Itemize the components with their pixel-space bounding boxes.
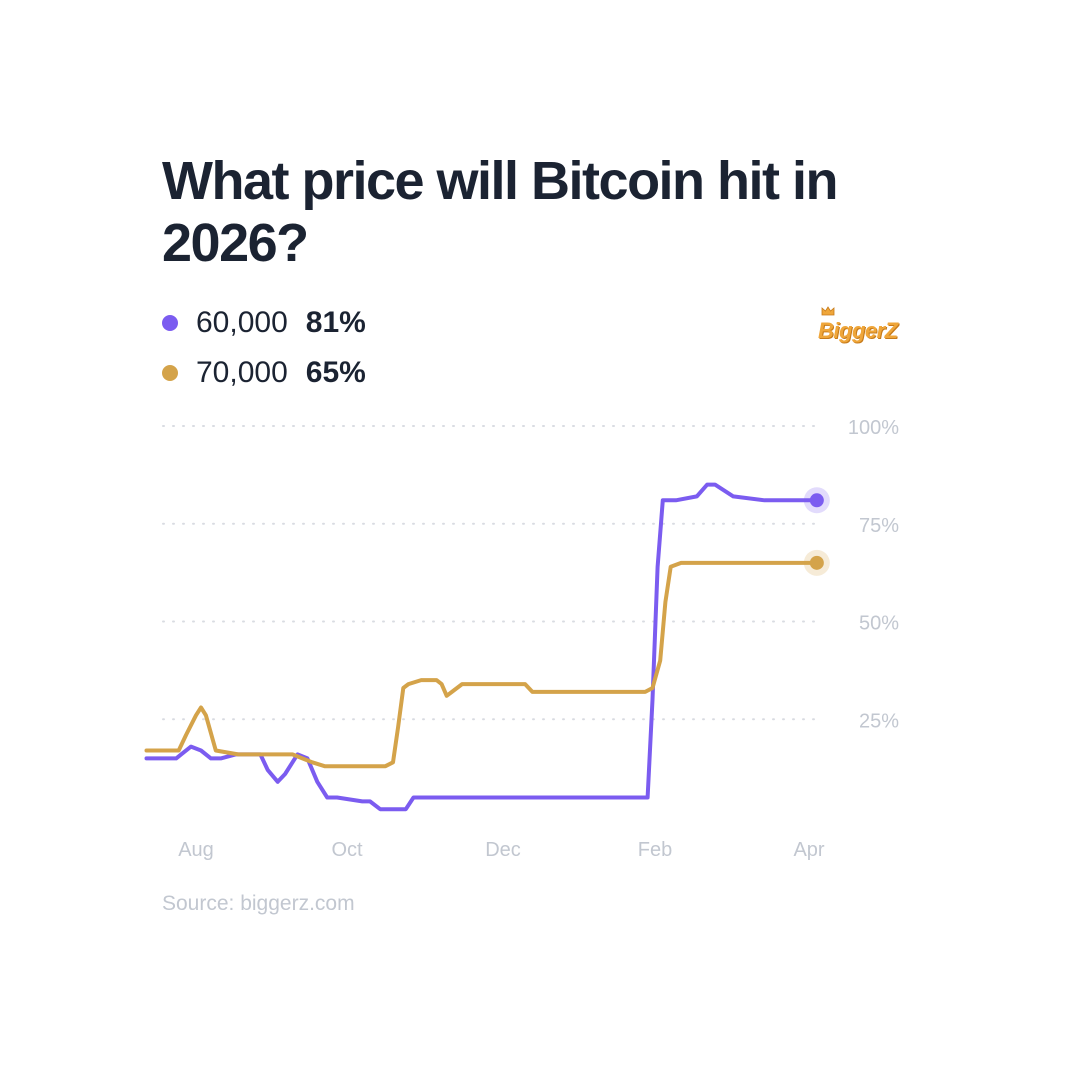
- legend-item-60000: 60,000 81%: [162, 298, 366, 348]
- y-tick-label: 25%: [859, 710, 899, 732]
- legend-percentage: 65%: [305, 356, 366, 389]
- chart-title: What price will Bitcoin hit in 2026?: [162, 151, 839, 273]
- y-tick-label: 100%: [848, 417, 899, 439]
- legend-item-70000: 70,000 65%: [162, 348, 366, 398]
- x-tick-label: Dec: [485, 839, 521, 861]
- legend-label: 70,000: [196, 356, 288, 389]
- x-tick-label: Aug: [178, 839, 214, 861]
- legend-label: 60,000: [196, 306, 288, 339]
- y-tick-label: 50%: [859, 613, 899, 635]
- endpoint-marker-60000: [809, 493, 824, 508]
- logo-wordmark: BiggerZ: [818, 318, 898, 343]
- legend-dot-icon: [162, 365, 178, 381]
- x-tick-label: Oct: [331, 839, 363, 861]
- x-tick-label: Feb: [638, 839, 672, 861]
- series-line-60000: [144, 482, 819, 812]
- biggerz-logo: BiggerZ: [818, 306, 914, 352]
- x-tick-label: Apr: [793, 839, 824, 861]
- legend-percentage: 81%: [305, 306, 366, 339]
- legend-dot-icon: [162, 315, 178, 331]
- legend: 60,000 81% 70,000 65%: [162, 298, 366, 398]
- y-tick-label: 75%: [859, 515, 899, 537]
- series-line-70000: [144, 560, 819, 769]
- endpoint-marker-70000: [809, 555, 824, 570]
- source-caption: Source: biggerz.com: [162, 892, 355, 915]
- crown-icon: [821, 306, 835, 316]
